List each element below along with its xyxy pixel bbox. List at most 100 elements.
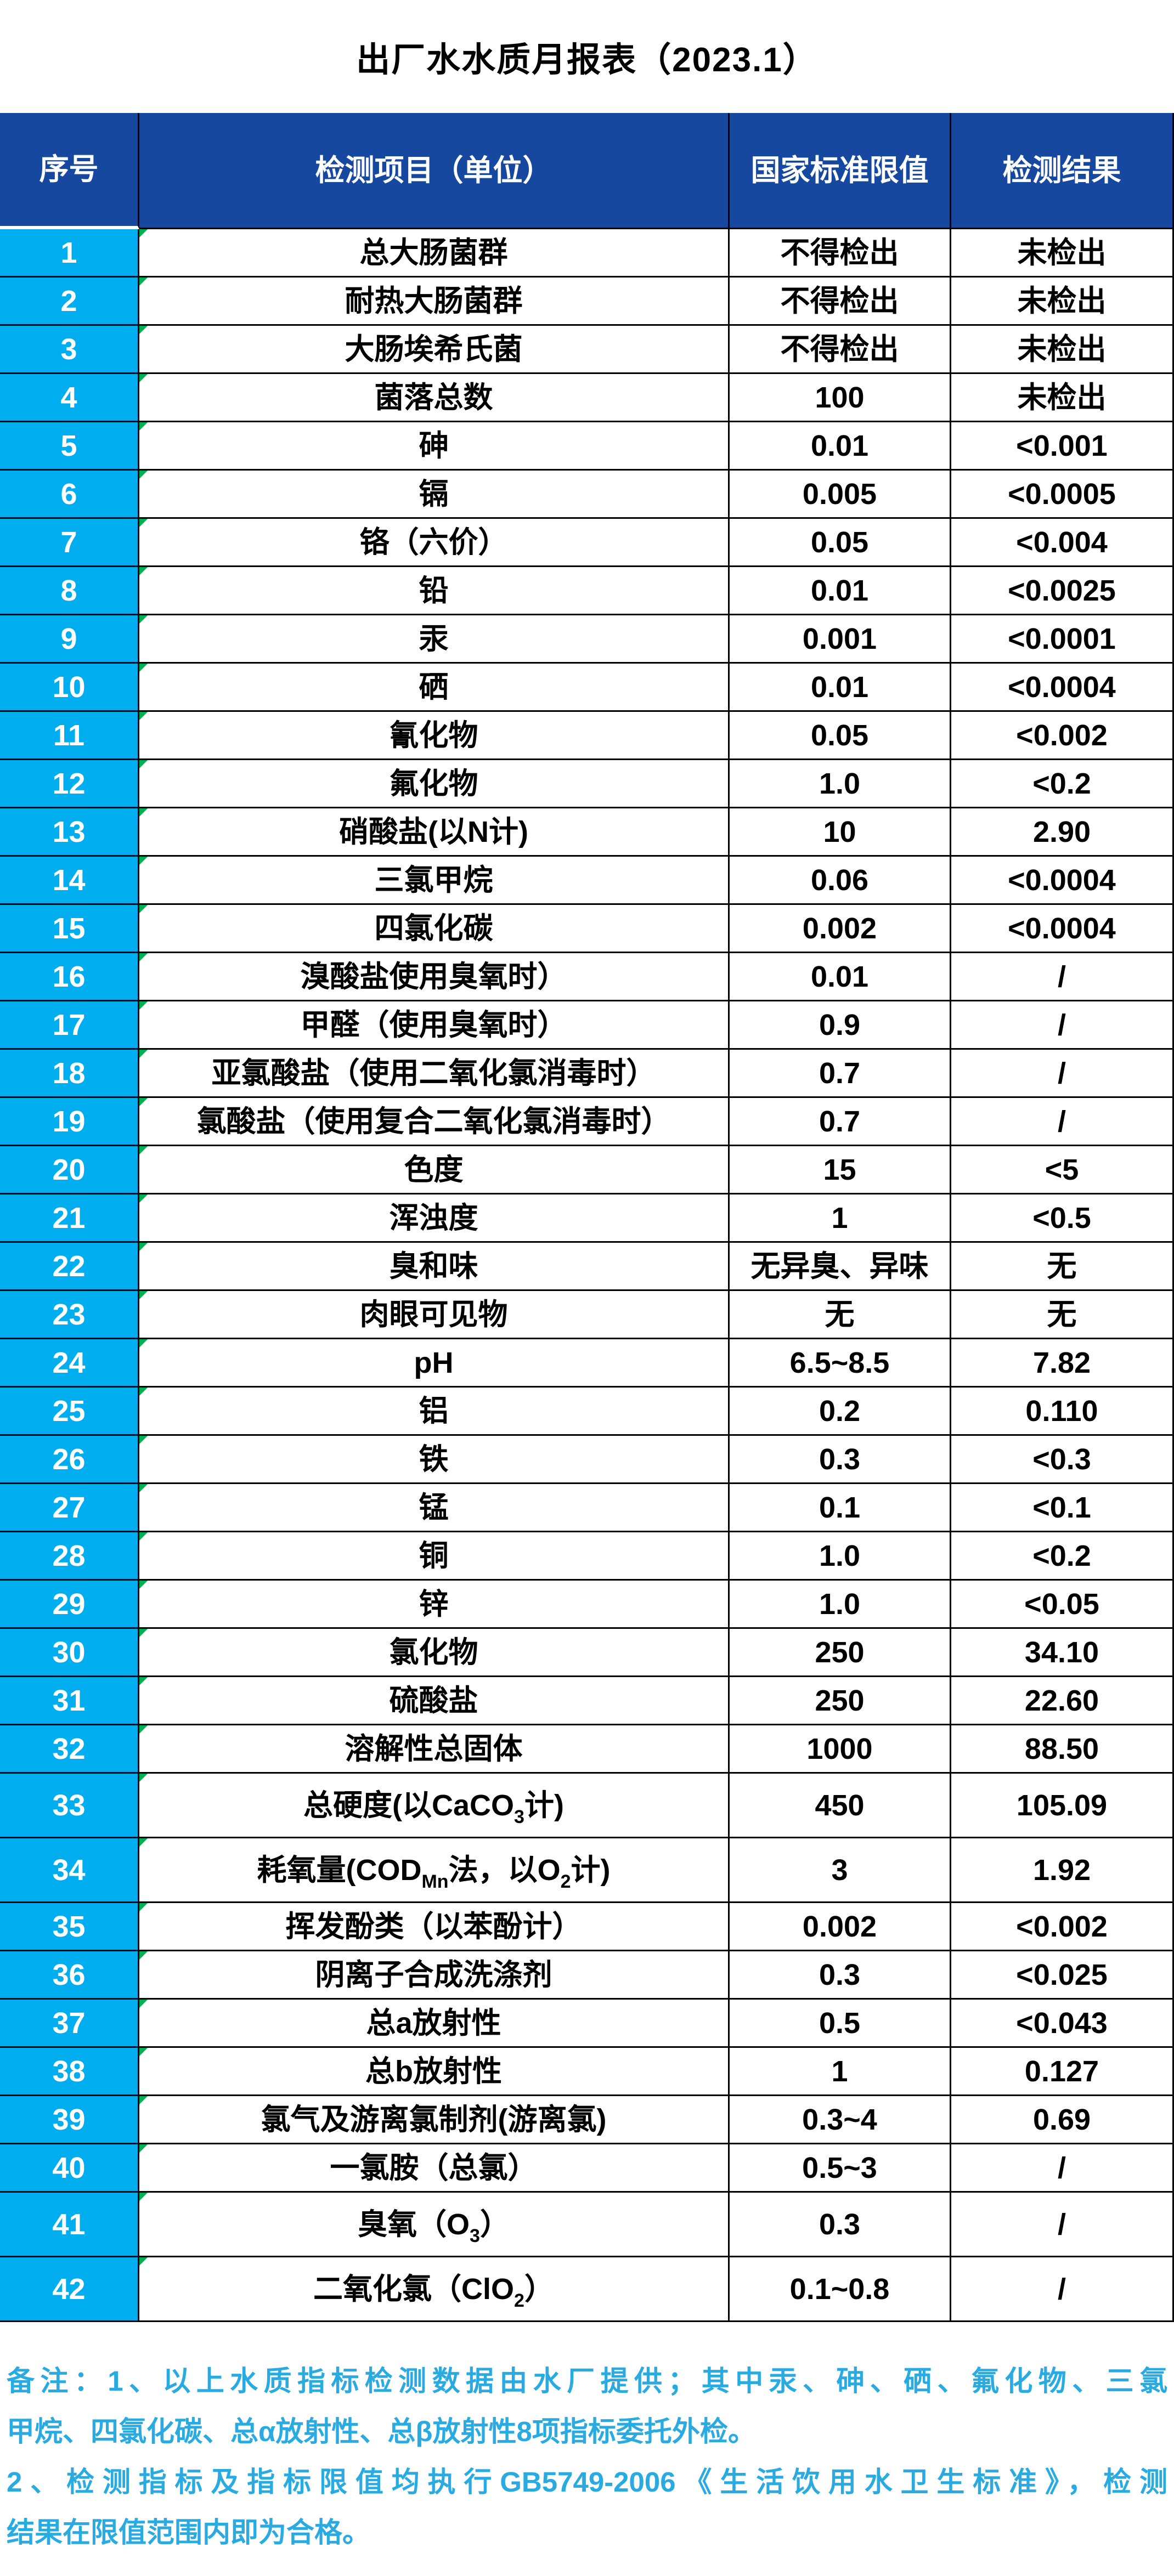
table-row: 4 菌落总数 100 未检出: [0, 374, 1174, 422]
item-cell: 耗氧量(CODMn法，以O2计): [139, 1838, 730, 1901]
table-body: 1 总大肠菌群 不得检出 未检出 2 耐热大肠菌群 不得检出 未检出 3 大肠埃希氏菌 不得检出 未检…: [0, 229, 1174, 2322]
result-cell: 1.92: [1032, 1853, 1091, 1887]
item-label: 氯化物: [389, 1635, 478, 1669]
row-number-cell: 4: [0, 374, 139, 421]
limit-cell: 无: [730, 1291, 951, 1338]
result-cell: /: [1057, 1056, 1066, 1090]
page-title: 出厂水水质月报表（2023.1）: [356, 41, 818, 79]
error-indicator-icon: [139, 1243, 148, 1251]
item-cell: 氯酸盐（使用复合二氧化氯消毒时）: [139, 1098, 730, 1145]
limit-cell: 15: [730, 1146, 951, 1193]
item-label: 挥发酚类（以苯酚计）: [285, 1910, 582, 1943]
item-cell: 三氯甲烷: [139, 857, 730, 903]
result-cell: 0.69: [1032, 2103, 1091, 2136]
result-cell: <0.2: [1032, 1539, 1091, 1572]
item-label: 铁: [419, 1442, 449, 1476]
result-cell: 0.110: [1025, 1394, 1098, 1428]
limit-cell: 0.002: [730, 1903, 951, 1950]
limit-cell: 0.5: [730, 2000, 951, 2046]
item-cell: 锰: [139, 1484, 730, 1531]
result-cell: <0.05: [1024, 1587, 1099, 1621]
row-number-cell: 29: [0, 1581, 139, 1627]
result-cell: /: [1057, 2272, 1066, 2306]
item-cell: 甲醛（使用臭氧时）: [139, 1001, 730, 1048]
limit-cell: 不得检出: [730, 229, 951, 276]
row-number-cell: 23: [0, 1291, 139, 1338]
row-number-cell: 21: [0, 1194, 139, 1241]
limit-cell: 1.0: [730, 760, 951, 807]
table-row: 30 氯化物 250 34.10: [0, 1629, 1174, 1677]
limit-cell: 0.9: [730, 1001, 951, 1048]
error-indicator-icon: [139, 953, 148, 961]
table-row: 24 pH 6.5~8.5 7.82: [0, 1339, 1174, 1388]
item-cell: 砷: [139, 422, 730, 469]
item-label: 铅: [419, 574, 449, 607]
error-indicator-icon: [139, 1388, 148, 1396]
item-cell: 耐热大肠菌群: [139, 278, 730, 324]
error-indicator-icon: [139, 2000, 148, 2008]
item-cell: 铬（六价）: [139, 519, 730, 565]
row-number-cell: 40: [0, 2144, 139, 2191]
table-row: 26 铁 0.3 <0.3: [0, 1436, 1174, 1484]
error-indicator-icon: [139, 857, 148, 865]
table-row: 12 氟化物 1.0 <0.2: [0, 760, 1174, 808]
table-row: 42 二氧化氯（ClO2） 0.1~0.8 /: [0, 2257, 1174, 2322]
row-number-cell: 19: [0, 1098, 139, 1145]
error-indicator-icon: [139, 1001, 148, 1010]
table-row: 22 臭和味 无异臭、异味 无: [0, 1243, 1174, 1291]
item-label: 四氯化碳: [374, 911, 493, 945]
limit-cell: 0.5~3: [730, 2144, 951, 2191]
item-label: 硒: [419, 670, 449, 704]
result-cell: <5: [1045, 1153, 1079, 1186]
error-indicator-icon: [139, 808, 148, 817]
item-cell: 二氧化氯（ClO2）: [139, 2257, 730, 2320]
limit-cell: 不得检出: [730, 326, 951, 372]
item-label: 一氯胺（总氯）: [330, 2151, 538, 2184]
item-cell: 色度: [139, 1146, 730, 1193]
result-cell: 2.90: [1032, 815, 1091, 848]
table-row: 21 浑浊度 1 <0.5: [0, 1194, 1174, 1243]
result-cell: 无: [1047, 1298, 1077, 1331]
error-indicator-icon: [139, 664, 148, 672]
header-col-limit: 国家标准限值: [730, 113, 951, 229]
limit-cell: 0.3: [730, 1436, 951, 1482]
table-row: 31 硫酸盐 250 22.60: [0, 1677, 1174, 1725]
result-cell: <0.002: [1016, 1910, 1108, 1943]
result-cell: <0.002: [1016, 718, 1108, 752]
item-label: 镉: [419, 477, 449, 511]
error-indicator-icon: [139, 615, 148, 624]
item-label: 大肠埃希氏菌: [345, 332, 523, 366]
limit-cell: 100: [730, 374, 951, 421]
note-line: 结果在限值范围内即为合格。: [7, 2517, 371, 2548]
row-number-cell: 17: [0, 1001, 139, 1048]
row-number-cell: 26: [0, 1436, 139, 1482]
error-indicator-icon: [139, 2144, 148, 2153]
error-indicator-icon: [139, 567, 148, 575]
result-cell: 未检出: [1017, 381, 1107, 414]
limit-cell: 0.01: [730, 953, 951, 1000]
item-label: 溴酸盐使用臭氧时）: [300, 960, 567, 993]
limit-cell: 0.01: [730, 664, 951, 710]
row-number-cell: 16: [0, 953, 139, 1000]
item-cell: 一氯胺（总氯）: [139, 2144, 730, 2191]
result-cell: <0.004: [1016, 525, 1108, 559]
error-indicator-icon: [139, 1838, 148, 1847]
item-cell: 溶解性总固体: [139, 1725, 730, 1772]
limit-cell: 0.1: [730, 1484, 951, 1531]
limit-cell: 不得检出: [730, 278, 951, 324]
item-cell: 氰化物: [139, 712, 730, 758]
table-row: 11 氰化物 0.05 <0.002: [0, 712, 1174, 760]
row-number-cell: 9: [0, 615, 139, 662]
item-cell: 阴离子合成洗涤剂: [139, 1951, 730, 1998]
table-row: 3 大肠埃希氏菌 不得检出 未检出: [0, 326, 1174, 374]
table-row: 17 甲醛（使用臭氧时） 0.9 /: [0, 1001, 1174, 1050]
row-number-cell: 18: [0, 1050, 139, 1096]
result-cell: <0.001: [1016, 429, 1108, 462]
item-cell: 镉: [139, 471, 730, 517]
item-cell: 铁: [139, 1436, 730, 1482]
error-indicator-icon: [139, 1629, 148, 1637]
limit-cell: 3: [730, 1838, 951, 1901]
row-number-cell: 2: [0, 278, 139, 324]
item-cell: 锌: [139, 1581, 730, 1627]
row-number-cell: 24: [0, 1339, 139, 1386]
